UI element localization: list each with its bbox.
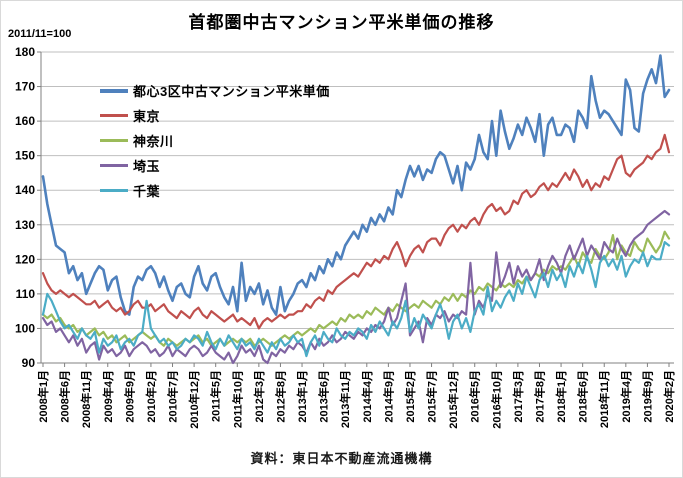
legend-line-swatch-kanagawa <box>100 139 128 142</box>
legend-label-tokyo3ku: 都心3区中古マンション平米単価 <box>133 84 330 99</box>
x-tick-label: 2013年1月 <box>295 370 309 423</box>
x-tick-label: 2011年5月 <box>209 370 223 422</box>
x-tick-label: 2009年9月 <box>122 370 136 423</box>
x-tick-label: 2008年6月 <box>58 370 72 423</box>
x-tick-label: 2015年12月 <box>446 370 460 429</box>
legend-item-kanagawa: 神奈川 <box>100 128 330 153</box>
y-tick-label: 90 <box>22 356 36 370</box>
legend-label-kanagawa: 神奈川 <box>133 134 174 149</box>
x-tick-label: 2014年9月 <box>381 370 395 423</box>
series-line-3 <box>41 209 671 365</box>
legend-label-chiba: 千葉 <box>133 184 161 199</box>
legend-line-swatch-tokyo3ku <box>100 88 128 93</box>
series-line-0 <box>41 54 671 316</box>
x-tick-label: 2019年9月 <box>640 370 654 423</box>
x-tick-label: 2018年11月 <box>597 370 611 428</box>
legend-line-swatch-chiba <box>100 189 128 192</box>
x-tick-label: 2017年3月 <box>511 370 525 423</box>
series-line-2 <box>41 230 671 347</box>
x-tick-label: 2013年11月 <box>338 370 352 428</box>
x-tick-label: 2020年2月 <box>662 370 676 423</box>
x-tick-label: 2012年3月 <box>252 370 266 423</box>
y-tick-label: 110 <box>16 287 36 301</box>
x-tick-label: 2019年4月 <box>619 370 633 423</box>
x-tick-label: 2015年7月 <box>425 370 439 423</box>
y-tick-label: 170 <box>15 80 35 94</box>
legend-item-tokyo3ku: 都心3区中古マンション平米単価 <box>100 78 330 103</box>
y-tick-label: 180 <box>15 45 35 59</box>
x-tick-label: 2010年2月 <box>144 370 158 423</box>
legend-line-swatch-tokyo <box>100 114 128 117</box>
legend-item-chiba: 千葉 <box>100 178 330 203</box>
legend-line-swatch-saitama <box>100 164 128 167</box>
legend-item-saitama: 埼玉 <box>100 153 330 178</box>
x-tick-label: 2013年6月 <box>317 370 331 423</box>
x-tick-label: 2017年8月 <box>532 370 546 423</box>
x-tick-label: 2012年8月 <box>273 370 287 423</box>
source-note: 資料：東日本不動産流通機構 <box>250 451 433 466</box>
x-tick-label: 2008年1月 <box>36 370 50 423</box>
x-tick-label: 2015年2月 <box>403 370 417 423</box>
y-tick-label: 150 <box>15 149 35 163</box>
chart-title: 首都圏中古マンション平米単価の推移 <box>188 13 495 32</box>
x-tick-label: 2011年10月 <box>230 370 244 428</box>
x-tick-label: 2010年12月 <box>187 370 201 429</box>
x-tick-label: 2010年7月 <box>166 370 180 423</box>
y-tick-label: 140 <box>15 183 35 197</box>
y-tick-label: 130 <box>15 218 35 232</box>
legend: 都心3区中古マンション平米単価 東京 神奈川 埼玉 千葉 <box>100 78 330 203</box>
x-tick-label: 2016年10月 <box>489 370 503 429</box>
x-tick-label: 2016年5月 <box>468 370 482 423</box>
y-tick-label: 100 <box>15 321 35 335</box>
legend-label-tokyo: 東京 <box>133 109 161 124</box>
y-tick-label: 160 <box>15 114 35 128</box>
x-tick-label: 2009年4月 <box>101 370 115 423</box>
x-tick-label: 2008年11月 <box>79 370 93 428</box>
x-tick-label: 2014年4月 <box>360 370 374 423</box>
legend-label-saitama: 埼玉 <box>133 159 161 174</box>
x-tick-label: 2018年6月 <box>576 370 590 423</box>
y-tick-label: 120 <box>15 252 35 266</box>
legend-item-tokyo: 東京 <box>100 103 330 128</box>
index-base-note: 2011/11=100 <box>8 28 72 40</box>
series-line-4 <box>41 241 671 358</box>
x-tick-label: 2018年1月 <box>554 370 568 423</box>
